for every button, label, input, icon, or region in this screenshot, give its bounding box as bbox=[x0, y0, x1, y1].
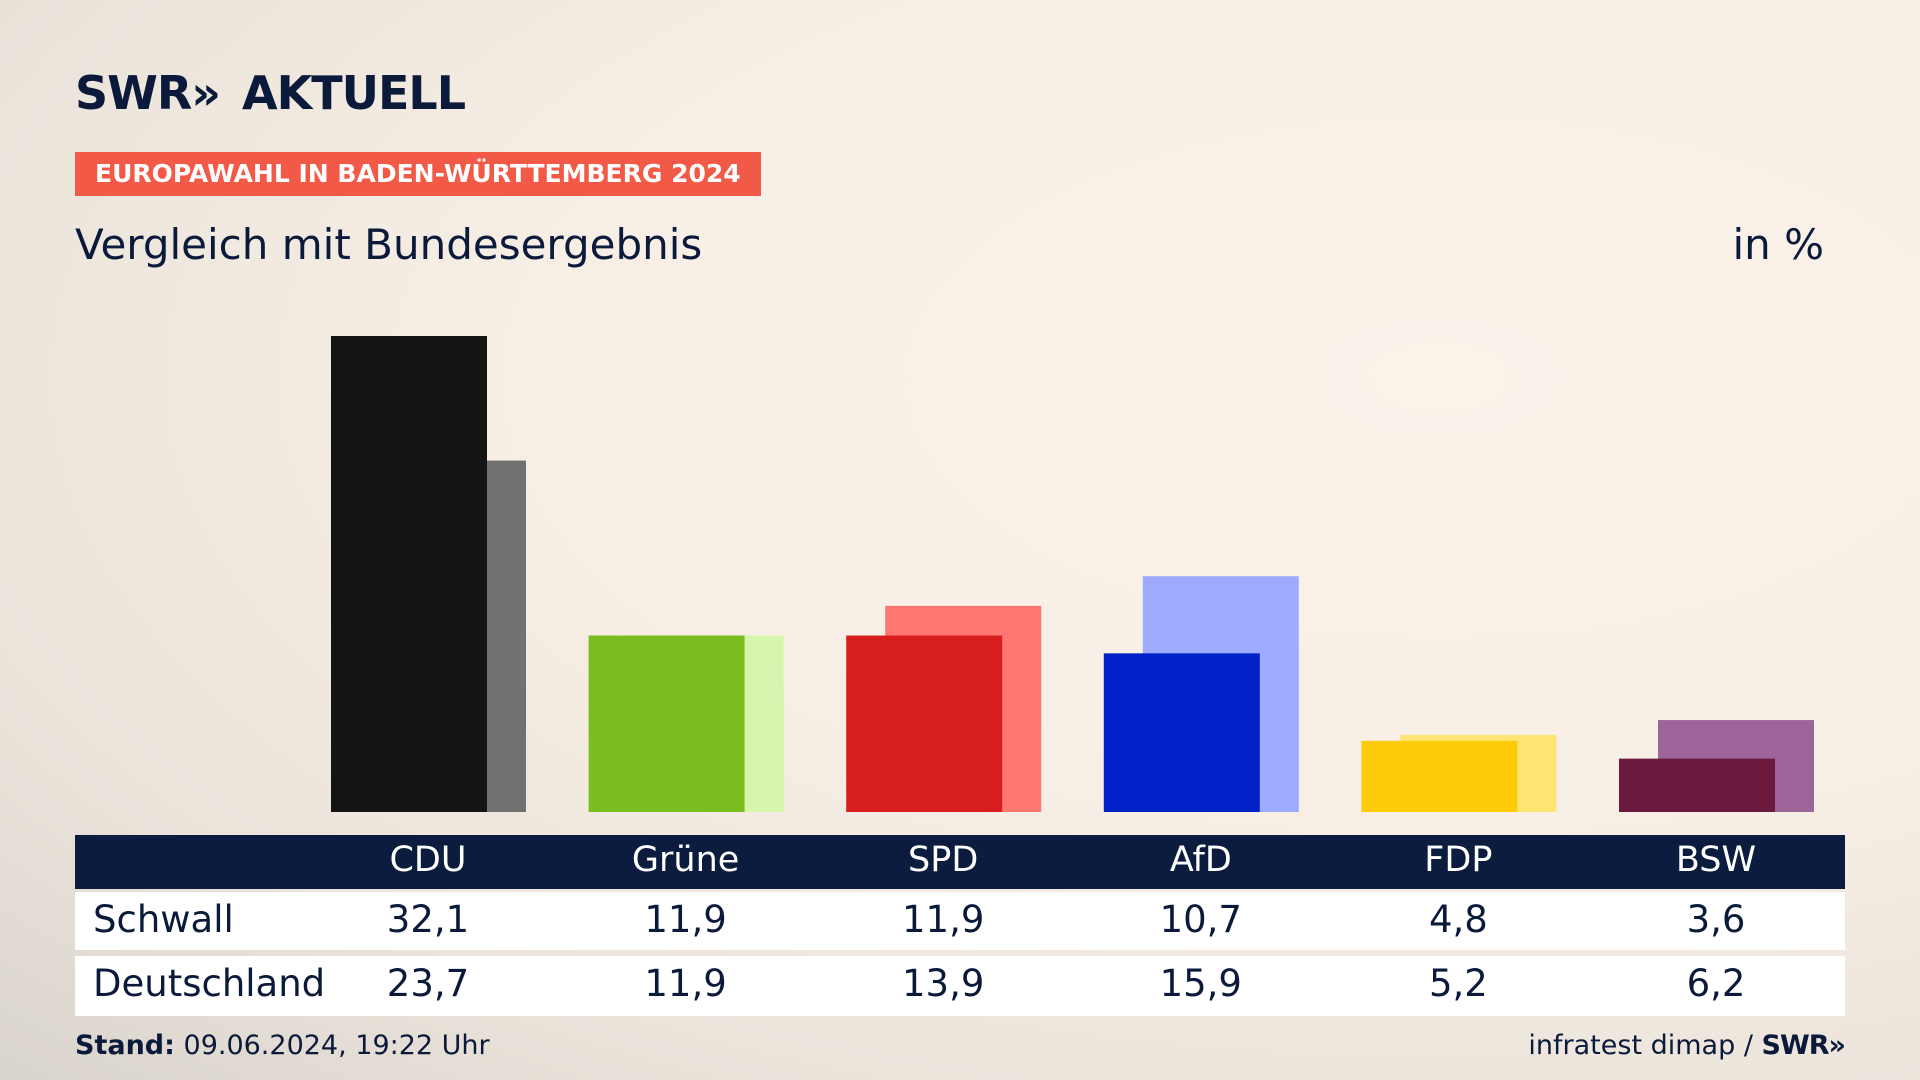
bar-schwall-spd bbox=[846, 635, 1003, 812]
logo-main: SWR bbox=[75, 66, 192, 120]
swr-mini-logo: SWR» bbox=[1761, 1030, 1846, 1061]
party-label-grüne: Grüne bbox=[631, 840, 740, 880]
unit-label: in % bbox=[1732, 220, 1824, 269]
value-schwall-cdu: 32,1 bbox=[386, 898, 470, 941]
value-deutschland-cdu: 23,7 bbox=[386, 962, 470, 1005]
swr-aktuell-logo: SWR» AKTUELL bbox=[75, 66, 466, 120]
value-schwall-bsw: 3,6 bbox=[1686, 898, 1746, 941]
stand-value: 09.06.2024, 19:22 Uhr bbox=[183, 1030, 490, 1061]
source-text: infratest dimap / bbox=[1528, 1030, 1753, 1061]
election-badge: EUROPAWAHL IN BADEN-WÜRTTEMBERG 2024 bbox=[75, 152, 761, 196]
bar-schwall-bsw bbox=[1619, 758, 1775, 812]
bar-schwall-fdp bbox=[1361, 740, 1518, 812]
bar-chart bbox=[331, 336, 1814, 812]
value-deutschland-afd: 15,9 bbox=[1159, 962, 1242, 1005]
value-deutschland-fdp: 5,2 bbox=[1428, 962, 1488, 1005]
bar-schwall-grüne bbox=[588, 635, 745, 812]
value-schwall-afd: 10,7 bbox=[1159, 898, 1242, 941]
value-deutschland-spd: 13,9 bbox=[901, 962, 985, 1005]
value-deutschland-grüne: 11,9 bbox=[644, 962, 727, 1005]
party-label-fdp: FDP bbox=[1424, 840, 1493, 880]
value-schwall-spd: 11,9 bbox=[901, 898, 985, 941]
party-label-afd: AfD bbox=[1169, 840, 1232, 880]
table-row-deutschland: Deutschland 23,7 11,9 13,9 15,9 5,2 6,2 bbox=[75, 956, 1845, 1016]
row-label-schwall: Schwall bbox=[93, 898, 234, 941]
party-label-spd: SPD bbox=[908, 840, 979, 880]
chart-subtitle: Vergleich mit Bundesergebnis bbox=[75, 220, 703, 269]
party-label-bsw: BSW bbox=[1675, 840, 1757, 880]
value-schwall-fdp: 4,8 bbox=[1428, 898, 1488, 941]
source-credit: infratest dimap / SWR» bbox=[1528, 1030, 1846, 1061]
timestamp: Stand: 09.06.2024, 19:22 Uhr bbox=[75, 1030, 490, 1061]
value-schwall-grüne: 11,9 bbox=[644, 898, 727, 941]
bar-schwall-afd bbox=[1103, 653, 1260, 812]
stand-label: Stand: bbox=[75, 1030, 175, 1061]
bar-schwall-cdu bbox=[331, 336, 487, 812]
table-row-schwall: Schwall 32,1 11,9 11,9 10,7 4,8 3,6 bbox=[75, 892, 1845, 950]
logo-sub: AKTUELL bbox=[242, 66, 466, 120]
value-deutschland-bsw: 6,2 bbox=[1686, 962, 1746, 1005]
row-label-deutschland: Deutschland bbox=[93, 962, 326, 1005]
party-label-cdu: CDU bbox=[389, 840, 467, 880]
party-header-row: CDU Grüne SPD AfD FDP BSW bbox=[75, 835, 1845, 889]
